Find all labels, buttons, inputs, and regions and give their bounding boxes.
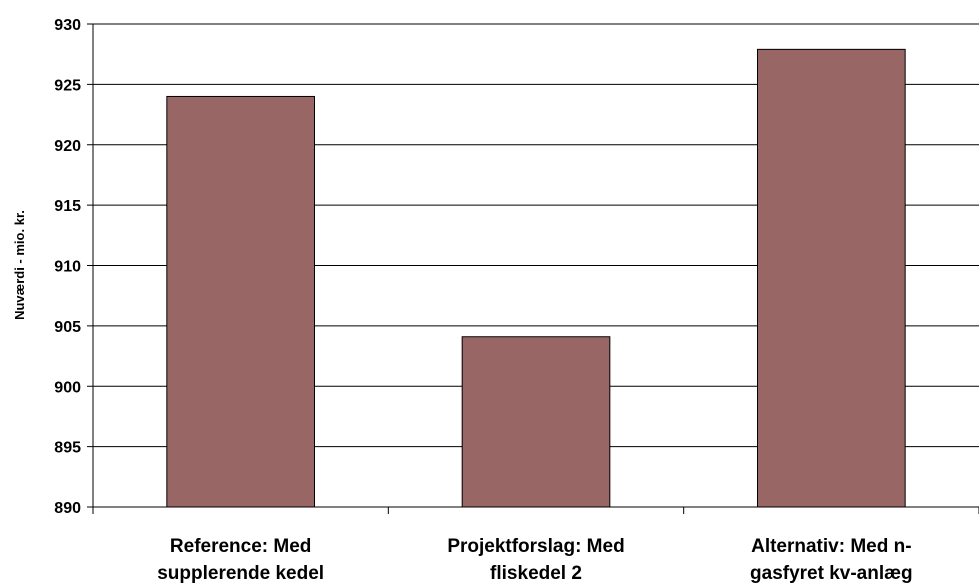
y-tick-label: 900 — [54, 379, 81, 396]
y-tick-label: 895 — [54, 440, 81, 457]
x-category-label: Alternativ: Med n- — [751, 536, 911, 557]
x-category-label: supplerende kedel — [157, 563, 324, 584]
bar — [166, 95, 315, 508]
y-axis-title: Nuværdi - mio. kr. — [12, 210, 27, 320]
y-tick-label: 890 — [54, 500, 81, 517]
x-axis-labels: Reference: Med supplerende kedel Projektfo… — [157, 536, 912, 584]
y-axis-ticks: 890 895 900 905 910 915 920 925 930 — [54, 17, 93, 517]
axes — [92, 24, 979, 514]
y-tick-label: 915 — [54, 198, 81, 215]
bar — [757, 48, 906, 508]
y-tick-label: 910 — [54, 259, 81, 276]
x-category-label: Reference: Med — [170, 536, 312, 557]
y-tick-label: 920 — [54, 138, 81, 155]
bar — [461, 336, 611, 508]
y-tick-label: 925 — [54, 77, 81, 94]
y-tick-label: 905 — [54, 319, 81, 336]
bars — [166, 48, 906, 508]
x-category-label: fliskedel 2 — [490, 563, 582, 584]
y-tick-label: 930 — [54, 17, 81, 34]
x-category-label: Projektforslag: Med — [447, 536, 624, 557]
x-category-label: gasfyret kv-anlæg — [750, 563, 913, 584]
